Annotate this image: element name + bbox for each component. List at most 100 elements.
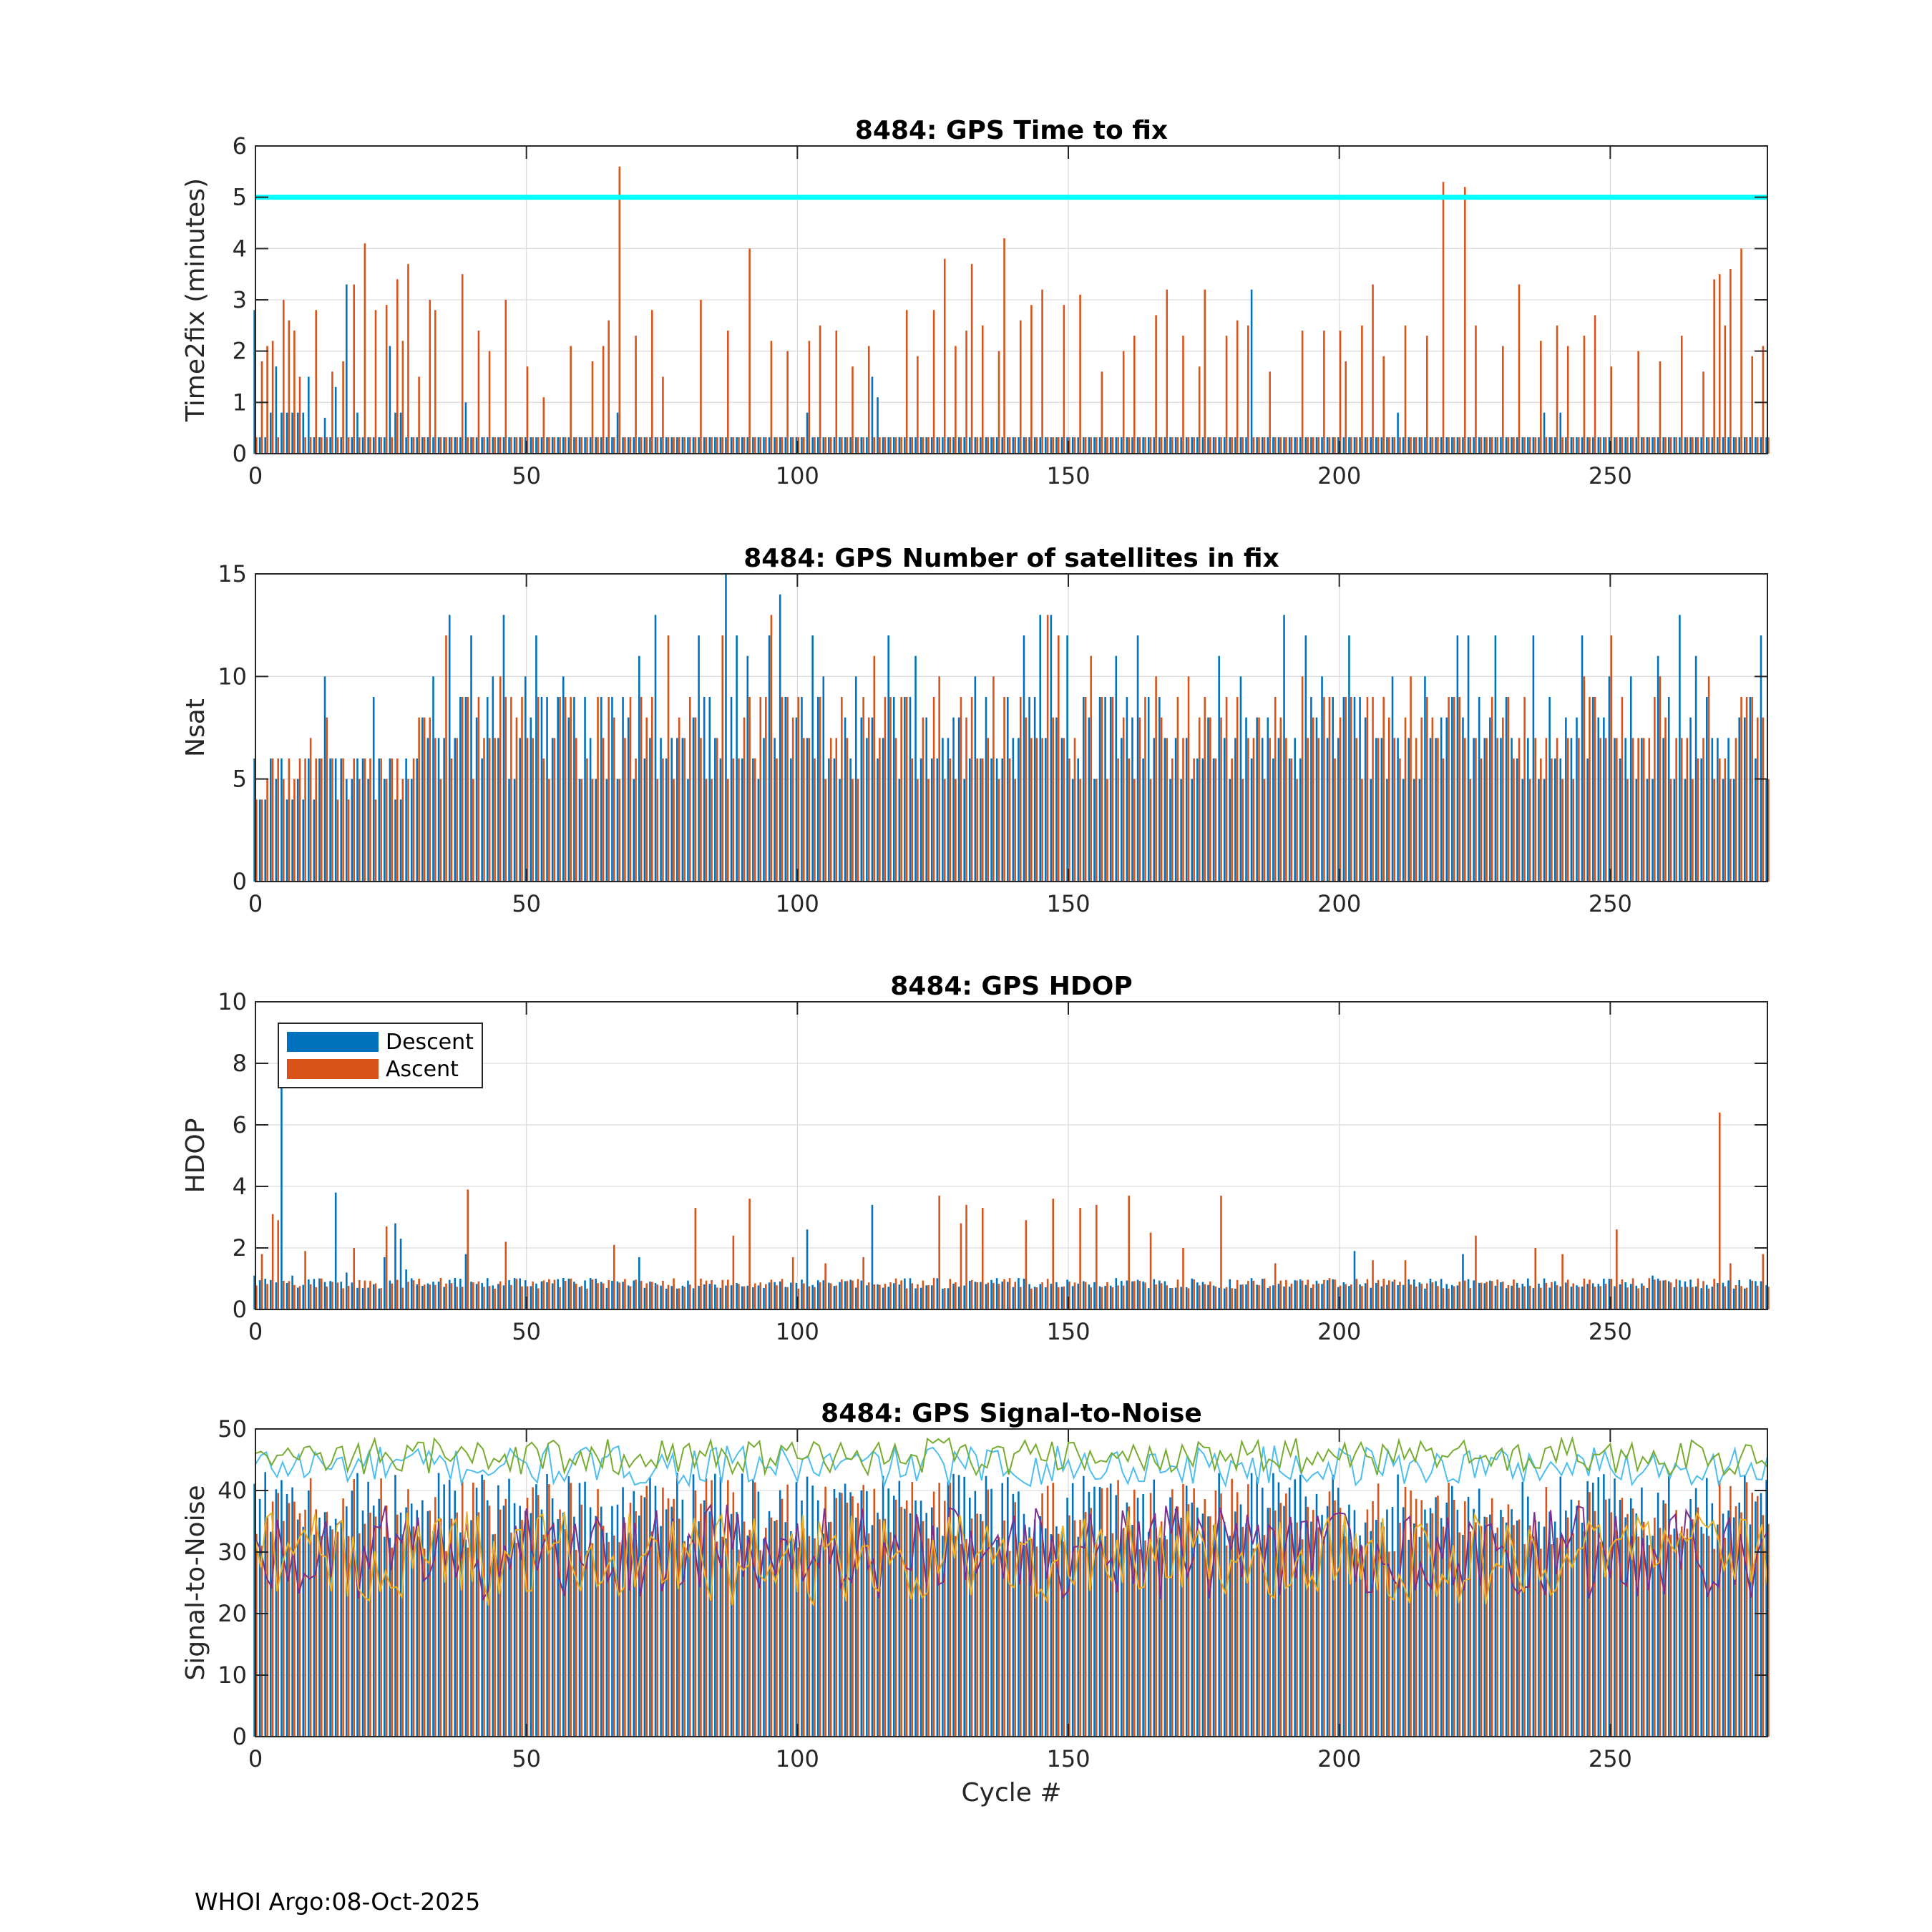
bar-ascent-14 — [331, 1529, 333, 1737]
bar-descent-83 — [703, 437, 706, 454]
bar-ascent-3 — [271, 758, 274, 882]
bar-descent-36 — [448, 1279, 451, 1309]
bar-descent-192 — [1294, 1479, 1296, 1737]
bar-descent-64 — [600, 1506, 602, 1737]
bar-descent-47 — [508, 437, 510, 454]
bar-descent-4 — [275, 1282, 278, 1309]
bar-ascent-107 — [835, 1285, 838, 1309]
bar-ascent-64 — [602, 738, 605, 882]
bar-descent-89 — [736, 437, 738, 454]
bar-ascent-220 — [1448, 1482, 1450, 1737]
bar-descent-217 — [1429, 437, 1432, 454]
bar-descent-259 — [1657, 1493, 1659, 1737]
bar-descent-97 — [779, 594, 781, 882]
bar-ascent-11 — [315, 1287, 318, 1309]
bar-descent-120 — [904, 1278, 906, 1309]
bar-ascent-138 — [1003, 238, 1005, 454]
x-tick-label: 150 — [1046, 462, 1090, 489]
chart-title: 8484: GPS Number of satellites in fix — [743, 544, 1279, 573]
bar-ascent-68 — [624, 738, 626, 882]
bar-descent-127 — [942, 738, 944, 882]
bar-ascent-115 — [879, 1284, 881, 1309]
bar-descent-1 — [258, 437, 261, 454]
bar-descent-220 — [1445, 437, 1448, 454]
bar-ascent-198 — [1328, 697, 1331, 882]
bar-descent-171 — [1180, 779, 1182, 882]
bar-ascent-151 — [1073, 437, 1076, 454]
bar-descent-99 — [790, 758, 792, 882]
bar-ascent-149 — [1063, 738, 1065, 882]
bar-ascent-196 — [1317, 437, 1320, 454]
bar-ascent-98 — [786, 1287, 789, 1309]
bar-descent-142 — [1023, 437, 1025, 454]
bar-descent-13 — [323, 1512, 326, 1737]
bar-ascent-87 — [727, 779, 729, 882]
bar-descent-264 — [1684, 437, 1687, 454]
bar-ascent-85 — [716, 738, 718, 882]
bar-descent-263 — [1679, 1280, 1681, 1309]
bar-ascent-15 — [336, 1531, 339, 1737]
bar-ascent-141 — [1019, 320, 1022, 454]
bar-descent-168 — [1163, 437, 1166, 454]
bar-descent-216 — [1424, 676, 1426, 882]
bar-ascent-240 — [1556, 325, 1558, 454]
bar-ascent-137 — [997, 779, 1000, 882]
bar-ascent-96 — [776, 1520, 778, 1737]
bar-ascent-67 — [618, 166, 621, 454]
bar-ascent-111 — [857, 1503, 859, 1737]
bar-descent-89 — [736, 1282, 738, 1309]
snr-line-1 — [255, 1443, 1768, 1489]
bar-ascent-217 — [1431, 717, 1434, 882]
bar-descent-32 — [426, 738, 429, 882]
x-tick-label: 150 — [1046, 890, 1090, 917]
bar-ascent-188 — [1274, 1263, 1277, 1309]
bar-ascent-151 — [1073, 1520, 1076, 1737]
bar-descent-187 — [1267, 1508, 1269, 1737]
bar-descent-17 — [346, 1272, 348, 1309]
bar-ascent-41 — [477, 331, 480, 454]
bar-ascent-18 — [353, 284, 356, 454]
bar-ascent-188 — [1274, 1510, 1277, 1737]
bar-ascent-93 — [759, 697, 762, 882]
bar-descent-240 — [1553, 1281, 1556, 1309]
bar-ascent-231 — [1507, 437, 1510, 454]
bar-ascent-135 — [987, 1282, 990, 1309]
bar-ascent-15 — [336, 437, 339, 454]
snr-line-3 — [255, 1503, 1768, 1601]
bar-ascent-191 — [1290, 1283, 1293, 1309]
bar-descent-206 — [1370, 779, 1372, 882]
bar-descent-30 — [416, 1510, 419, 1737]
bar-ascent-219 — [1442, 1526, 1445, 1737]
bar-ascent-0 — [255, 1533, 258, 1737]
bar-descent-243 — [1570, 1287, 1573, 1309]
bar-ascent-1 — [260, 1254, 263, 1309]
bar-ascent-39 — [467, 1547, 469, 1737]
bar-ascent-161 — [1128, 437, 1131, 454]
bar-ascent-66 — [613, 1244, 615, 1309]
bar-ascent-111 — [857, 1279, 859, 1309]
bar-ascent-256 — [1642, 437, 1645, 454]
bar-ascent-154 — [1090, 437, 1093, 454]
bar-descent-24 — [384, 1257, 386, 1309]
bar-descent-147 — [1050, 1284, 1053, 1309]
bar-descent-267 — [1700, 1288, 1702, 1309]
bar-ascent-20 — [364, 1280, 366, 1309]
bar-ascent-109 — [846, 1281, 849, 1309]
bar-ascent-78 — [678, 717, 680, 882]
bar-descent-238 — [1543, 1526, 1546, 1737]
bar-descent-177 — [1212, 1525, 1215, 1737]
bar-ascent-105 — [824, 1486, 826, 1737]
bar-ascent-115 — [879, 1519, 881, 1737]
bar-ascent-53 — [542, 758, 545, 882]
bar-descent-215 — [1418, 1282, 1421, 1309]
bar-ascent-57 — [564, 697, 567, 882]
bar-ascent-219 — [1442, 758, 1445, 882]
bar-descent-38 — [459, 1279, 462, 1309]
bar-descent-37 — [454, 738, 457, 882]
bar-ascent-102 — [808, 341, 811, 454]
bar-ascent-199 — [1334, 1500, 1336, 1737]
bar-ascent-99 — [791, 437, 794, 454]
bar-descent-228 — [1489, 437, 1491, 454]
bar-descent-272 — [1727, 1280, 1729, 1309]
bar-ascent-214 — [1415, 738, 1418, 882]
